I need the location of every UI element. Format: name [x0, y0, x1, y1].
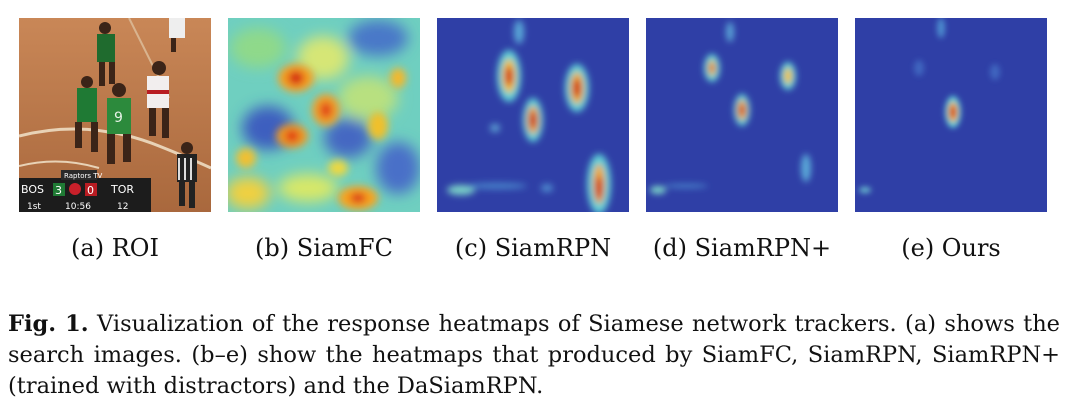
subfigure-label-siamrpn-plus: (d) SiamRPN+ — [652, 234, 832, 262]
subfigure-label-siamrpn: (c) SiamRPN — [454, 234, 612, 262]
team1-score: 3 — [55, 184, 62, 197]
caption-text: Visualization of the response heatmaps o… — [8, 311, 1061, 399]
panel-siamrpn-plus-heatmap — [646, 18, 838, 212]
ours-heatmap-image — [855, 18, 1047, 212]
basketball-scene-image: 9 Raptors TV BOS — [19, 18, 211, 212]
referee — [177, 142, 197, 208]
scoreboard-period: 1st — [27, 202, 41, 212]
player-green-target: 9 — [107, 83, 131, 164]
scoreboard-clock: 10:56 — [65, 202, 91, 212]
scoreboard-shot-clock: 12 — [117, 202, 128, 212]
team2-name: TOR — [110, 183, 134, 196]
scoreboard-logo: Raptors TV — [64, 172, 102, 180]
subfigure-label-roi: (a) ROI — [71, 234, 159, 262]
panel-siamfc-heatmap — [228, 18, 420, 212]
figure-caption: Fig. 1. Visualization of the response he… — [8, 309, 1060, 402]
siamfc-heatmap-image — [228, 18, 420, 212]
player-white — [147, 61, 169, 138]
subfigure-label-siamfc: (b) SiamFC — [255, 234, 393, 262]
player-white-top — [169, 18, 185, 52]
panel-ours-heatmap — [855, 18, 1047, 212]
siamrpn-heatmap-image — [437, 18, 629, 212]
player-green-2 — [75, 76, 98, 152]
panel-roi-image: 9 Raptors TV BOS — [19, 18, 211, 212]
svg-text:9: 9 — [114, 110, 123, 126]
panel-siamrpn-heatmap — [437, 18, 629, 212]
subfigure-label-ours: (e) Ours — [901, 234, 1001, 262]
scoreboard: Raptors TV BOS 3 0 TOR 1st 10:56 12 — [19, 170, 151, 212]
team2-score: 0 — [87, 184, 94, 197]
team1-name: BOS — [21, 183, 44, 196]
player-green-1 — [97, 22, 115, 86]
caption-label: Fig. 1. — [8, 311, 89, 337]
siamrpn-plus-heatmap-image — [646, 18, 838, 212]
